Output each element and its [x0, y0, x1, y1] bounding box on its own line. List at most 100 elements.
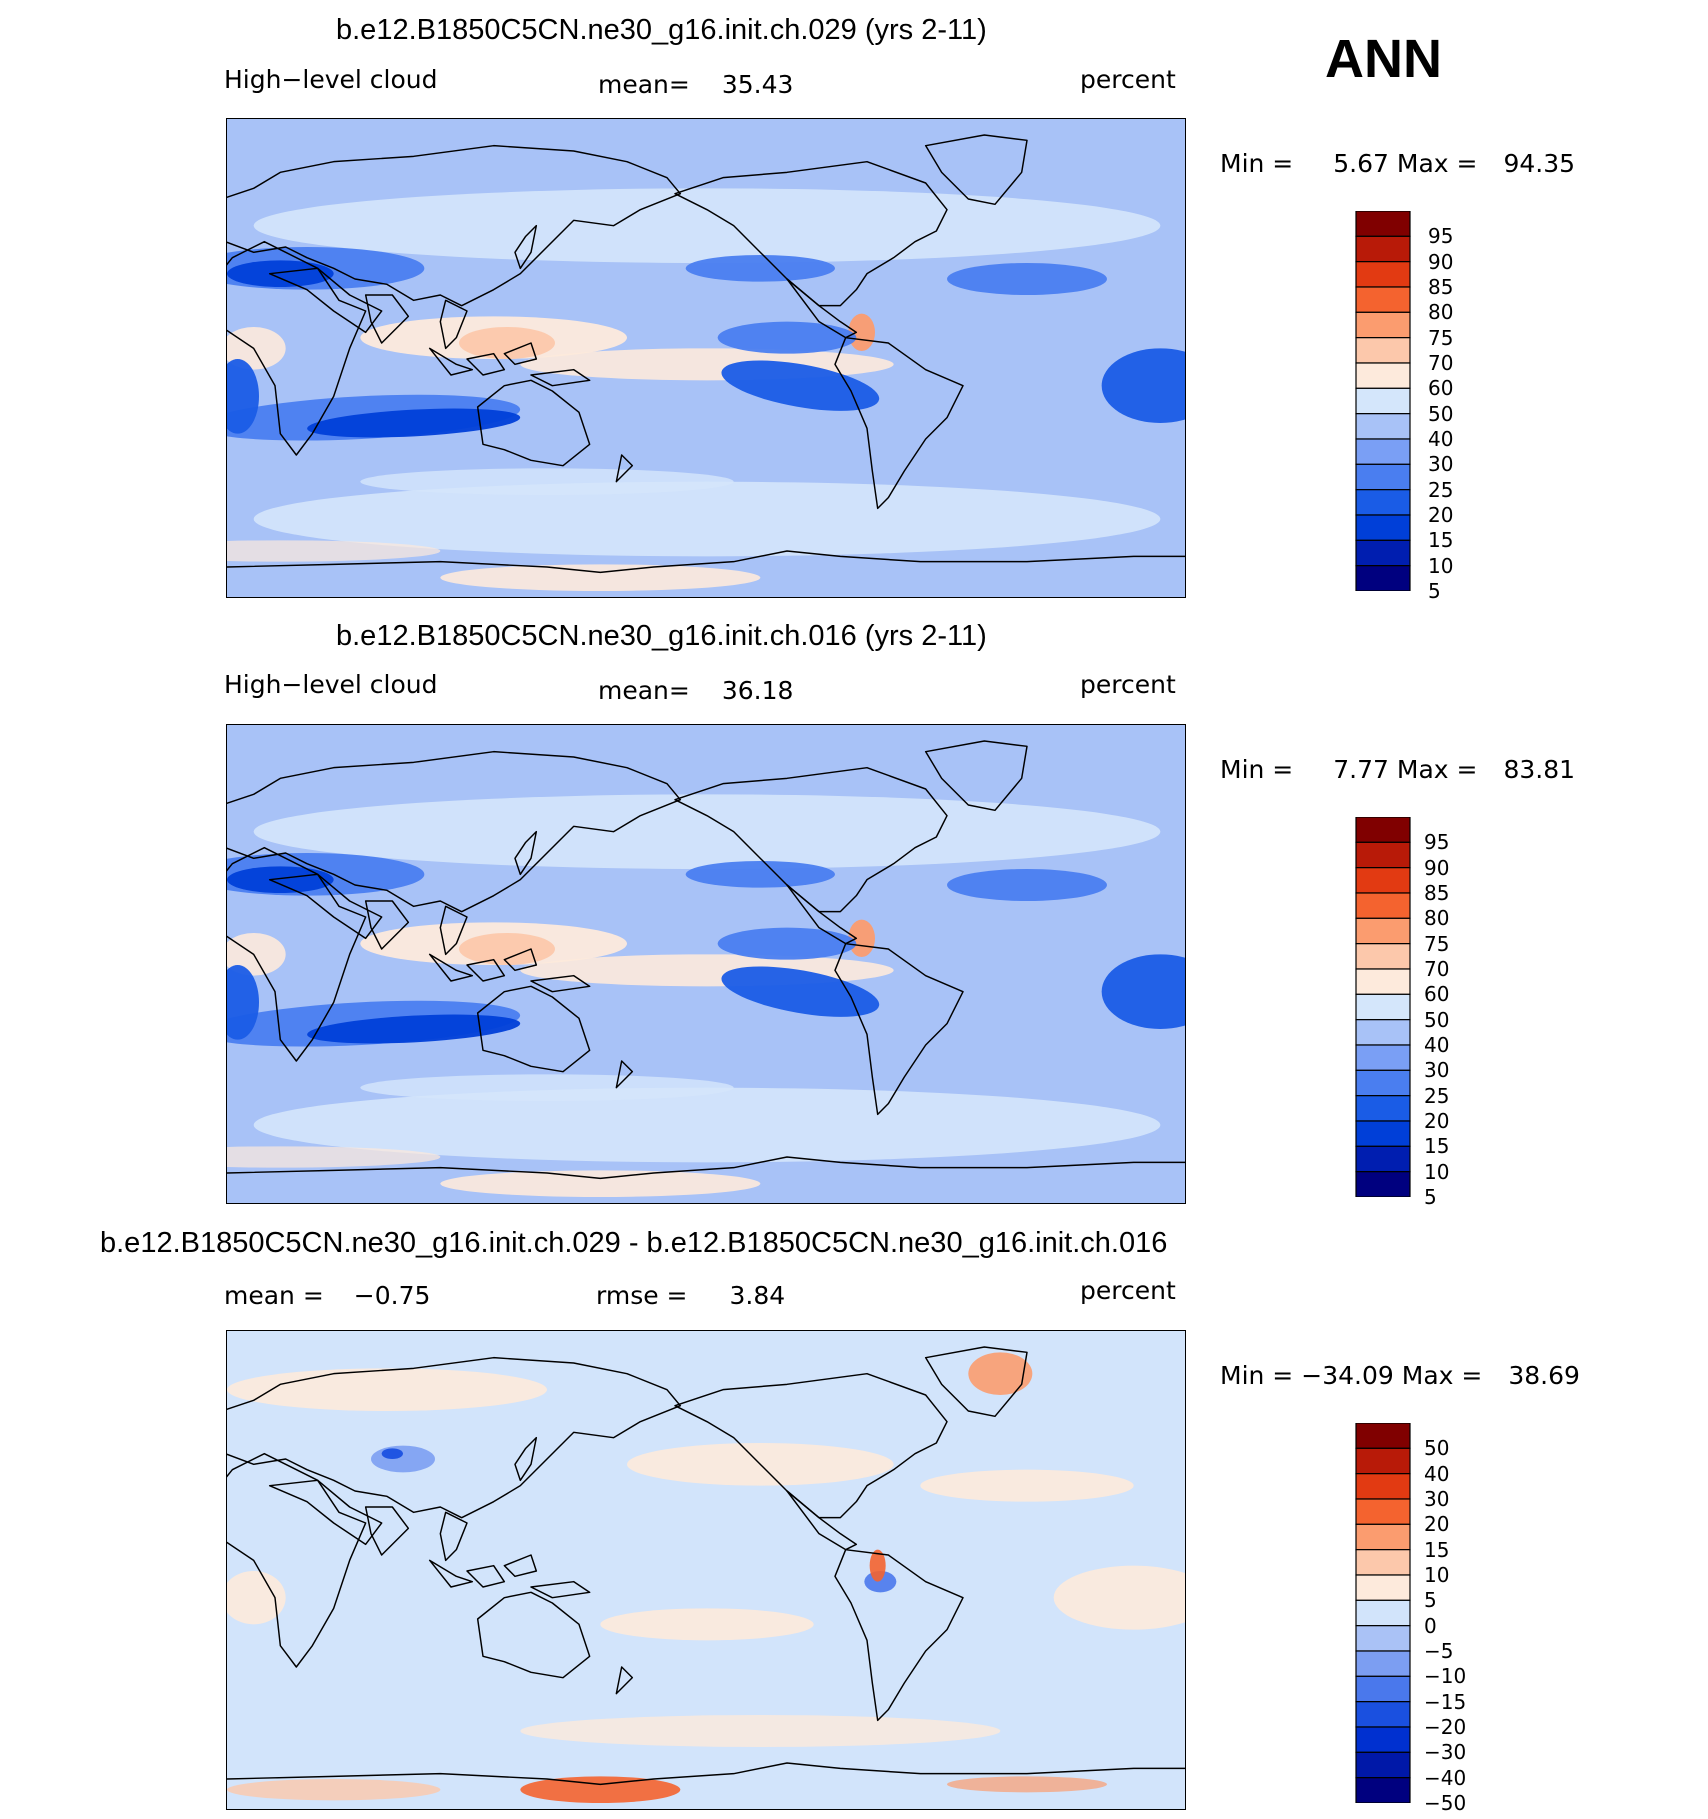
coastline: [615, 1060, 634, 1089]
colorbar-tick-label: 10: [1424, 1563, 1450, 1587]
panel1-units: percent: [1080, 65, 1176, 94]
colorbar-tick-label: 70: [1424, 957, 1450, 981]
field-contour: [721, 360, 880, 411]
coastline: [476, 985, 591, 1073]
colorbar-tick-label: 15: [1428, 528, 1454, 553]
field-contour: [360, 1074, 734, 1101]
colorbar-tick-label: −40: [1424, 1765, 1467, 1790]
colorbar-swatch: [1355, 841, 1411, 869]
coastline: [364, 900, 410, 950]
colorbar-swatch: [1355, 1423, 1411, 1449]
colorbar-tick-label: −15: [1424, 1689, 1467, 1714]
field-contour: [227, 965, 259, 1040]
panel3-rmse: rmse = 3.84: [596, 1281, 785, 1310]
colorbar-tick-label: 95: [1424, 830, 1450, 855]
panel1-variable-label: High−level cloud: [224, 65, 438, 94]
field-contour: [381, 1448, 403, 1459]
field-contour: [1101, 954, 1185, 1029]
coastline: [227, 1156, 1185, 1180]
field-contour: [717, 321, 857, 354]
coastline: [227, 1356, 682, 1519]
coastline: [428, 948, 591, 993]
colorbar-swatch: [1355, 387, 1411, 415]
colorbar-swatch: [1355, 413, 1411, 440]
colorbar-swatch: [1355, 1069, 1411, 1097]
colorbar-tick-label: 80: [1428, 300, 1454, 325]
field-contour: [440, 1170, 761, 1197]
colorbar-swatch: [1355, 943, 1411, 970]
panel2-mean-label: mean=: [598, 676, 690, 705]
panel3-mean-label: mean =: [224, 1281, 324, 1310]
coastline: [514, 224, 538, 270]
coastline: [364, 1506, 410, 1556]
colorbar-tick-label: −20: [1424, 1715, 1467, 1739]
coastline: [924, 1346, 1028, 1418]
colorbar-tick-label: −30: [1424, 1740, 1467, 1765]
field-contour: [227, 260, 334, 287]
colorbar-swatch: [1355, 867, 1411, 894]
colorbar-tick-label: 25: [1428, 477, 1454, 502]
panel1-min-value: 5.67: [1333, 149, 1389, 178]
field-contour: [227, 1146, 441, 1168]
colorbar-tick-label: 50: [1428, 401, 1454, 426]
colorbar-tick-label: 20: [1424, 1512, 1450, 1537]
coastline: [428, 342, 591, 387]
colorbar-swatch: [1355, 1625, 1411, 1652]
colorbar-tick-label: 5: [1424, 1588, 1437, 1613]
coastline: [268, 267, 383, 334]
coastline: [364, 294, 410, 344]
colorbar-swatch: [1355, 1675, 1411, 1703]
coastline: [227, 750, 682, 913]
coastline: [476, 1591, 591, 1679]
coastline: [615, 1666, 634, 1695]
field-contour: [848, 919, 875, 957]
field-contour: [227, 1368, 547, 1411]
coastline: [786, 278, 858, 339]
field-contour: [459, 327, 555, 359]
colorbar-tick-label: 40: [1424, 1033, 1450, 1057]
panel3-mean: mean = −0.75: [224, 1281, 430, 1310]
colorbar-swatch: [1355, 1751, 1411, 1779]
panel2-map: [226, 724, 1186, 1204]
field-contour: [520, 1776, 681, 1803]
coastline: [924, 134, 1028, 206]
field-contour: [307, 408, 521, 438]
colorbar-swatch: [1355, 565, 1411, 591]
field-contour: [459, 933, 555, 965]
panel1-max-label: Max =: [1396, 149, 1478, 178]
coastline: [674, 160, 948, 307]
colorbar-swatch: [1355, 1473, 1411, 1500]
colorbar-tick-label: 90: [1424, 855, 1450, 880]
field-contour: [968, 1352, 1033, 1395]
coastline: [227, 144, 682, 307]
colorbar-tick-label: −50: [1424, 1791, 1467, 1815]
panel1-title: b.e12.B1850C5CN.ne30_g16.init.ch.029 (yr…: [336, 14, 987, 46]
panel1-minmax: Min = 5.67 Max = 94.35: [1220, 149, 1575, 178]
field-contour: [848, 313, 875, 351]
panel2-min-label: Min =: [1220, 755, 1294, 784]
colorbar-swatch: [1355, 539, 1411, 567]
colorbar-swatch: [1355, 1019, 1411, 1046]
colorbar-swatch: [1355, 1095, 1411, 1122]
panel3-rmse-label: rmse =: [596, 1281, 688, 1310]
colorbar-tick-label: 60: [1428, 376, 1454, 401]
field-contour: [253, 481, 1161, 557]
field-contour: [947, 869, 1107, 901]
panel3-min-label: Min =: [1220, 1361, 1294, 1390]
colorbar-tick-label: 80: [1424, 906, 1450, 931]
coastline: [615, 454, 634, 483]
field-contour: [440, 564, 761, 591]
colorbar-tick-label: 25: [1424, 1083, 1450, 1108]
colorbar-swatch: [1355, 286, 1411, 313]
panel3-rmse-value: 3.84: [729, 1281, 786, 1310]
colorbar-tick-label: 40: [1424, 1461, 1450, 1486]
colorbar-swatch: [1355, 1549, 1411, 1576]
coastline: [514, 1436, 538, 1482]
panel3-colorbar: [1355, 1423, 1411, 1803]
panel2-variable-label: High−level cloud: [224, 670, 438, 699]
colorbar-swatch: [1355, 211, 1411, 237]
panel3-map: [226, 1330, 1186, 1810]
colorbar-swatch: [1355, 1120, 1411, 1147]
panel3-min-value: −34.09: [1301, 1361, 1394, 1390]
colorbar-swatch: [1355, 817, 1411, 843]
